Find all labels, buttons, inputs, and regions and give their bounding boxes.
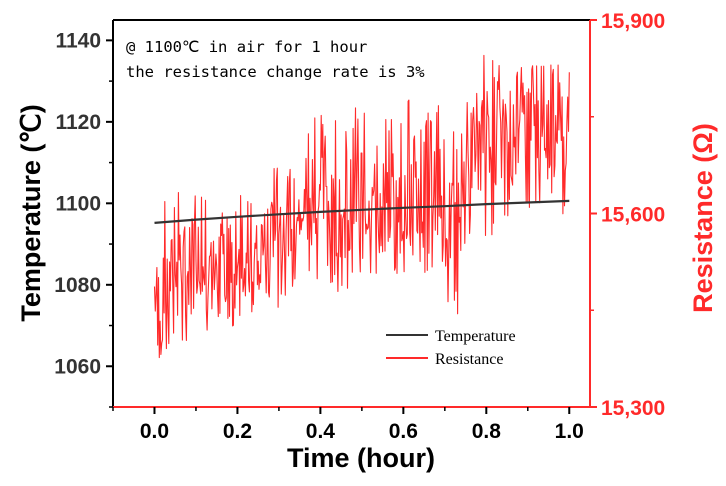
y2-tick-label: 15,300 <box>601 397 665 420</box>
y-tick-label: 1140 <box>55 29 101 52</box>
x-tick-label: 0.0 <box>140 420 169 443</box>
x-tick-label: 0.4 <box>306 420 336 443</box>
series-layer <box>153 54 570 359</box>
annotation-line-2: the resistance change rate is 3% <box>126 63 425 81</box>
x-tick-label: 0.6 <box>389 420 418 443</box>
x-tick-label: 1.0 <box>555 420 584 443</box>
legend-label-resistance: Resistance <box>435 351 503 368</box>
y-tick-label: 1100 <box>55 192 101 215</box>
right-y-axis-ticks: 15,300 15,600 15,900 <box>590 10 665 420</box>
y-tick-label: 1060 <box>54 355 101 378</box>
y-tick-label: 1120 <box>55 111 101 134</box>
annotation-line-1: @ 1100℃ in air for 1 hour <box>126 38 367 56</box>
y2-tick-label: 15,900 <box>601 10 665 33</box>
legend-label-temperature: Temperature <box>435 328 516 345</box>
series-line-temperature <box>154 199 570 224</box>
left-y-axis-ticks: 1060 1080 1100 1120 1140 <box>54 29 113 408</box>
y-tick-label: 1080 <box>54 274 101 297</box>
x-axis-ticks: 0.0 0.2 0.4 0.6 0.8 1.0 <box>112 407 584 443</box>
right-y-axis-title: Resistance (Ω) <box>688 123 718 313</box>
y2-tick-label: 15,600 <box>601 204 665 227</box>
left-y-axis-title: Temperature (℃) <box>16 104 46 321</box>
legend: Temperature Resistance <box>386 328 516 368</box>
x-tick-label: 0.2 <box>223 420 252 443</box>
x-tick-label: 0.8 <box>472 420 502 443</box>
x-axis-title: Time (hour) <box>287 443 435 473</box>
series-line-resistance <box>153 54 570 359</box>
